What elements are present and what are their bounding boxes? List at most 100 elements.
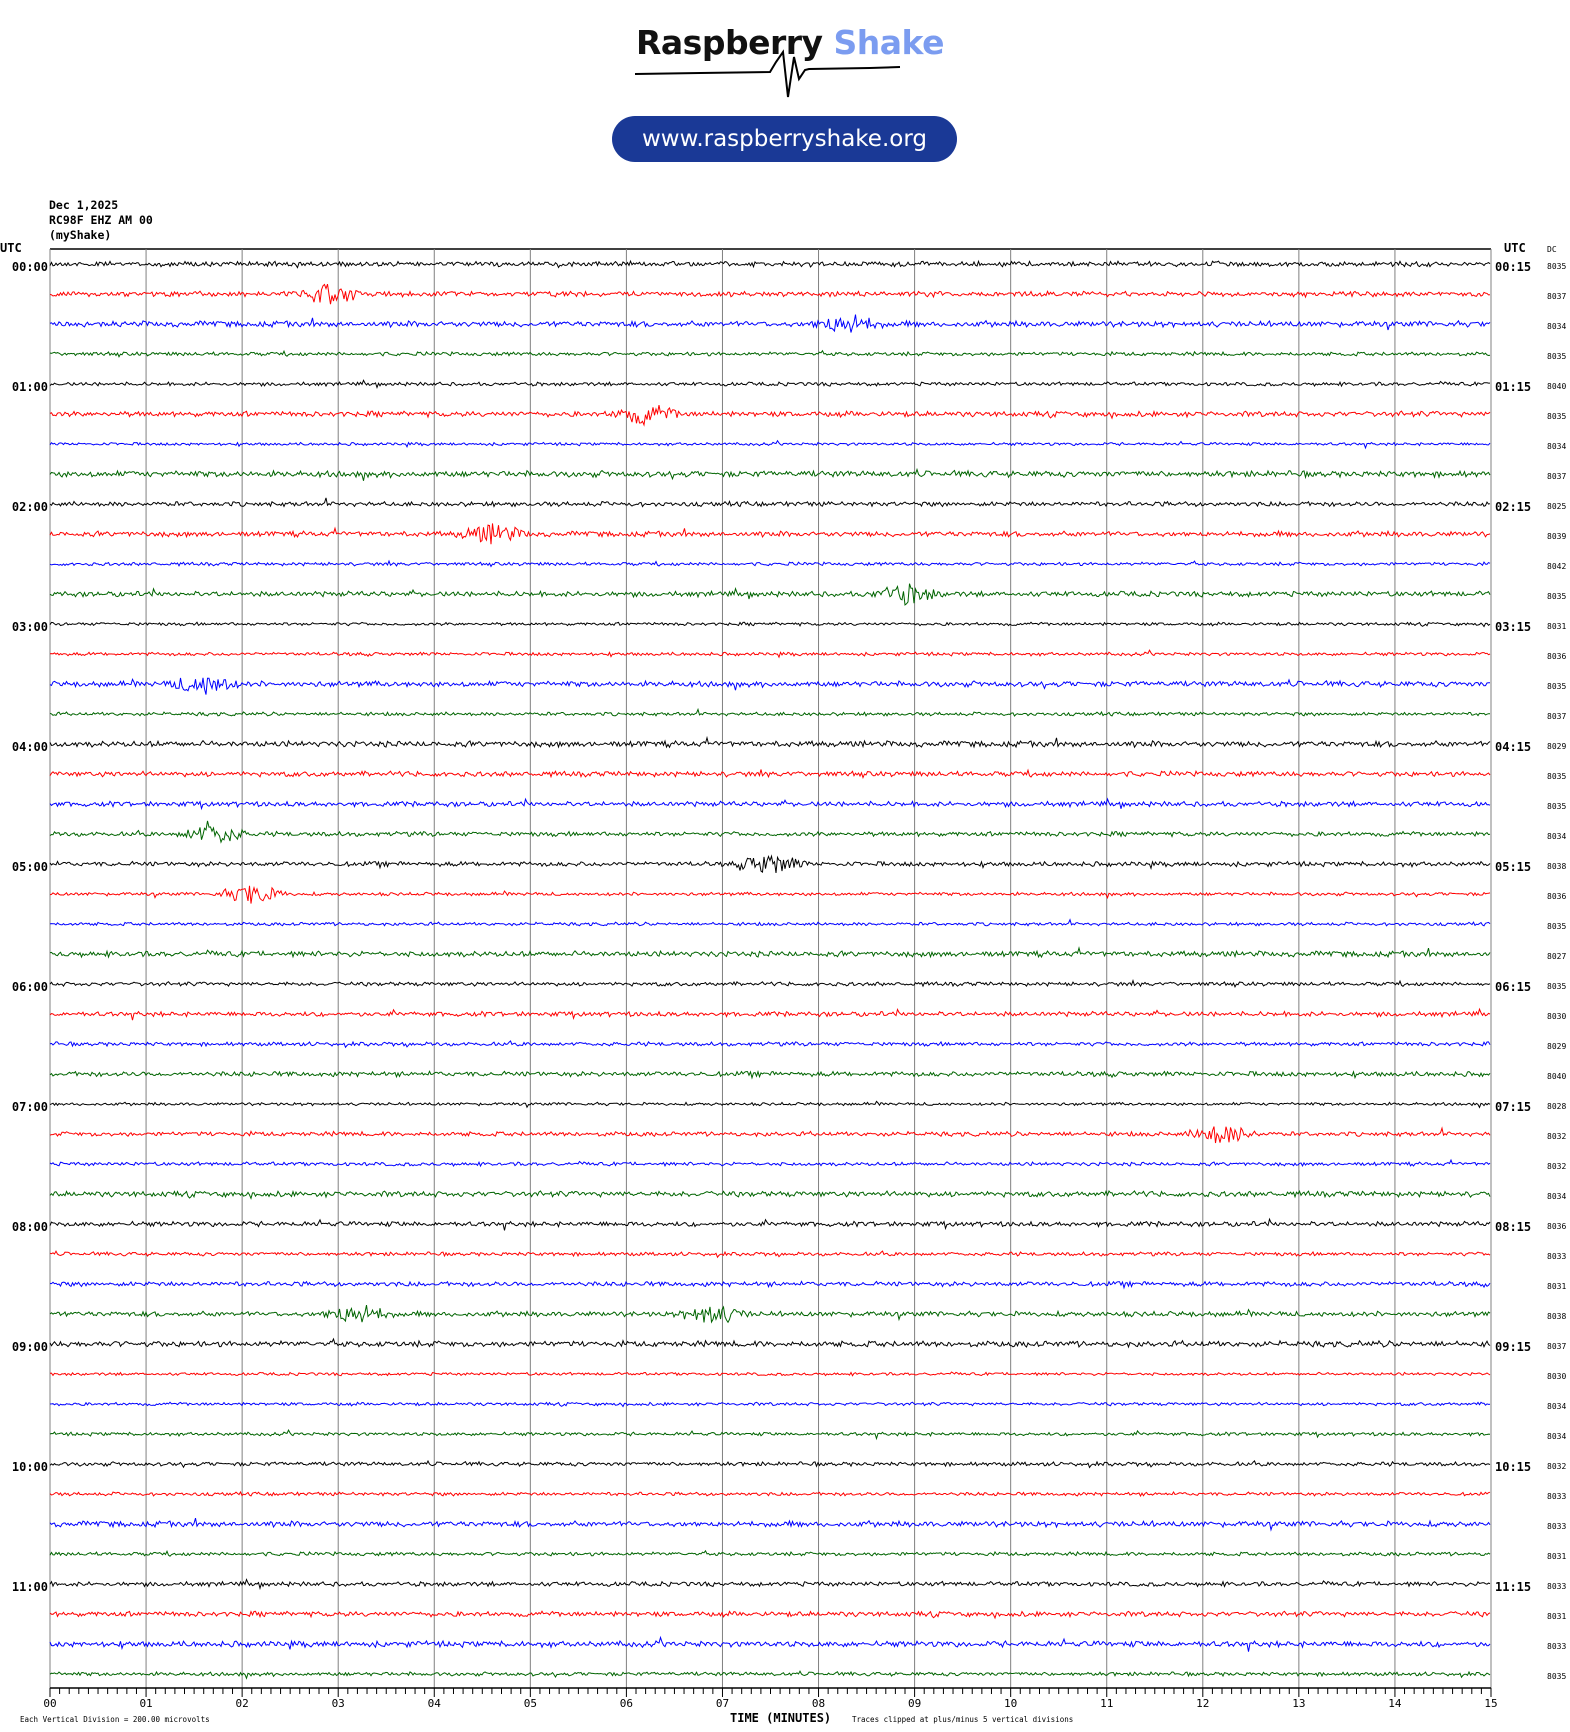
- x-tick-label: 13: [1292, 1697, 1305, 1710]
- dc-offset-value: 8033: [1547, 1252, 1566, 1261]
- dc-offset-value: 8035: [1547, 262, 1566, 271]
- dc-offset-value: 8040: [1547, 382, 1566, 391]
- seismic-trace-18: [49, 768, 1491, 780]
- date-label: Dec 1,2025: [49, 198, 119, 212]
- right-hour-label: 01:15: [1495, 380, 1531, 394]
- seismic-trace-4: [49, 349, 1491, 358]
- dc-offset-value: 8035: [1547, 682, 1566, 691]
- x-tick-label: 05: [524, 1697, 537, 1710]
- dc-offset-value: 8035: [1547, 592, 1566, 601]
- seismic-trace-37: [49, 1337, 1491, 1349]
- seismic-trace-39: [49, 1401, 1491, 1408]
- seismic-trace-3: [49, 314, 1491, 333]
- seismic-trace-15: [49, 677, 1490, 695]
- dc-offset-value: 8034: [1547, 1432, 1566, 1441]
- right-hour-label: 03:15: [1495, 620, 1531, 634]
- dc-offset-value: 8038: [1547, 1312, 1566, 1321]
- seismic-trace-8: [49, 467, 1491, 481]
- dc-offset-value: 8032: [1547, 1462, 1566, 1471]
- seismic-trace-26: [49, 1007, 1491, 1021]
- seismic-trace-34: [49, 1250, 1491, 1259]
- dc-offset-value: 8033: [1547, 1492, 1566, 1501]
- seismic-trace-9: [49, 497, 1491, 508]
- logo-word-raspberry: Raspberry: [636, 23, 823, 62]
- right-hour-label: 09:15: [1495, 1340, 1531, 1354]
- seismic-trace-21: [49, 854, 1491, 873]
- dc-offset-value: 8025: [1547, 502, 1566, 511]
- x-axis-title: TIME (MINUTES): [730, 1711, 831, 1725]
- left-hour-label: 02:00: [12, 500, 48, 514]
- dc-offset-value: 8032: [1547, 1132, 1566, 1141]
- seismic-trace-28: [49, 1070, 1491, 1080]
- dc-offset-value: 8030: [1547, 1372, 1566, 1381]
- seismic-trace-12: [49, 583, 1491, 606]
- dc-offset-value: 8034: [1547, 1402, 1566, 1411]
- seismic-trace-30: [49, 1126, 1491, 1144]
- dc-offset-value: 8037: [1547, 712, 1566, 721]
- seismic-trace-22: [49, 885, 1491, 904]
- seismic-trace-31: [49, 1158, 1491, 1168]
- seismic-trace-13: [49, 621, 1491, 628]
- clip-note: Traces clipped at plus/minus 5 vertical …: [852, 1715, 1073, 1724]
- dc-offset-value: 8031: [1547, 1282, 1566, 1291]
- dc-offset-value: 8031: [1547, 1612, 1566, 1621]
- x-tick-label: 03: [332, 1697, 345, 1710]
- seismic-trace-41: [49, 1459, 1491, 1469]
- x-tick-label: 15: [1484, 1697, 1497, 1710]
- dc-offset-value: 8034: [1547, 1192, 1566, 1201]
- seismic-trace-24: [49, 946, 1491, 959]
- dc-offset-value: 8028: [1547, 1102, 1566, 1111]
- x-tick-label: 11: [1100, 1697, 1113, 1710]
- seismic-trace-14: [49, 649, 1491, 659]
- seismic-trace-11: [49, 559, 1491, 568]
- seismic-trace-35: [49, 1280, 1491, 1290]
- seismic-trace-36: [49, 1305, 1491, 1324]
- left-hour-label: 07:00: [12, 1100, 48, 1114]
- right-hour-label: 05:15: [1495, 860, 1531, 874]
- x-tick-label: 01: [139, 1697, 152, 1710]
- dc-offset-value: 8033: [1547, 1582, 1566, 1591]
- dc-offset-value: 8042: [1547, 562, 1566, 571]
- website-link[interactable]: www.raspberryshake.org: [612, 116, 957, 162]
- dc-offset-value: 8029: [1547, 742, 1566, 751]
- seismic-trace-17: [49, 735, 1491, 749]
- seismic-trace-20: [49, 820, 1491, 844]
- dc-offset-value: 8037: [1547, 472, 1566, 481]
- dc-offset-value: 8033: [1547, 1522, 1566, 1531]
- x-tick-label: 04: [428, 1697, 442, 1710]
- x-tick-label: 02: [236, 1697, 249, 1710]
- left-utc-title: UTC: [0, 241, 22, 255]
- seismic-trace-32: [49, 1189, 1491, 1200]
- dc-offset-value: 8037: [1547, 1342, 1566, 1351]
- dc-offset-value: 8033: [1547, 1642, 1566, 1651]
- dc-offset-value: 8027: [1547, 952, 1566, 961]
- seismic-trace-2: [49, 283, 1491, 305]
- left-hour-label: 08:00: [12, 1220, 48, 1234]
- seismic-trace-33: [49, 1217, 1491, 1231]
- dc-offset-value: 8040: [1547, 1072, 1566, 1081]
- dc-offset-value: 8034: [1547, 442, 1566, 451]
- right-hour-label: 11:15: [1495, 1580, 1531, 1594]
- left-hour-label: 04:00: [12, 740, 48, 754]
- x-tick-label: 14: [1388, 1697, 1402, 1710]
- dc-offset-value: 8036: [1547, 1222, 1566, 1231]
- dc-offset-value: 8034: [1547, 832, 1566, 841]
- dc-offset-value: 8035: [1547, 922, 1566, 931]
- right-hour-label: 10:15: [1495, 1460, 1531, 1474]
- left-hour-label: 06:00: [12, 980, 48, 994]
- chart-header: Dec 1,2025 RC98F EHZ AM 00 (myShake): [49, 198, 153, 243]
- dc-offset-value: 8031: [1547, 622, 1566, 631]
- left-hour-label: 05:00: [12, 860, 48, 874]
- dc-title: DC: [1547, 245, 1557, 254]
- seismic-trace-47: [49, 1635, 1491, 1652]
- right-hour-label: 00:15: [1495, 260, 1531, 274]
- dc-offset-value: 8032: [1547, 1162, 1566, 1171]
- raspberry-shake-logo: Raspberry Shake www.raspberryshake.org: [600, 15, 980, 175]
- logo-word-shake: Shake: [833, 23, 945, 62]
- dc-offset-value: 8036: [1547, 652, 1566, 661]
- seismic-trace-43: [49, 1517, 1491, 1532]
- seismic-trace-19: [49, 797, 1491, 811]
- dc-offset-value: 8035: [1547, 802, 1566, 811]
- right-hour-label: 07:15: [1495, 1100, 1531, 1114]
- dc-offset-value: 8039: [1547, 532, 1566, 541]
